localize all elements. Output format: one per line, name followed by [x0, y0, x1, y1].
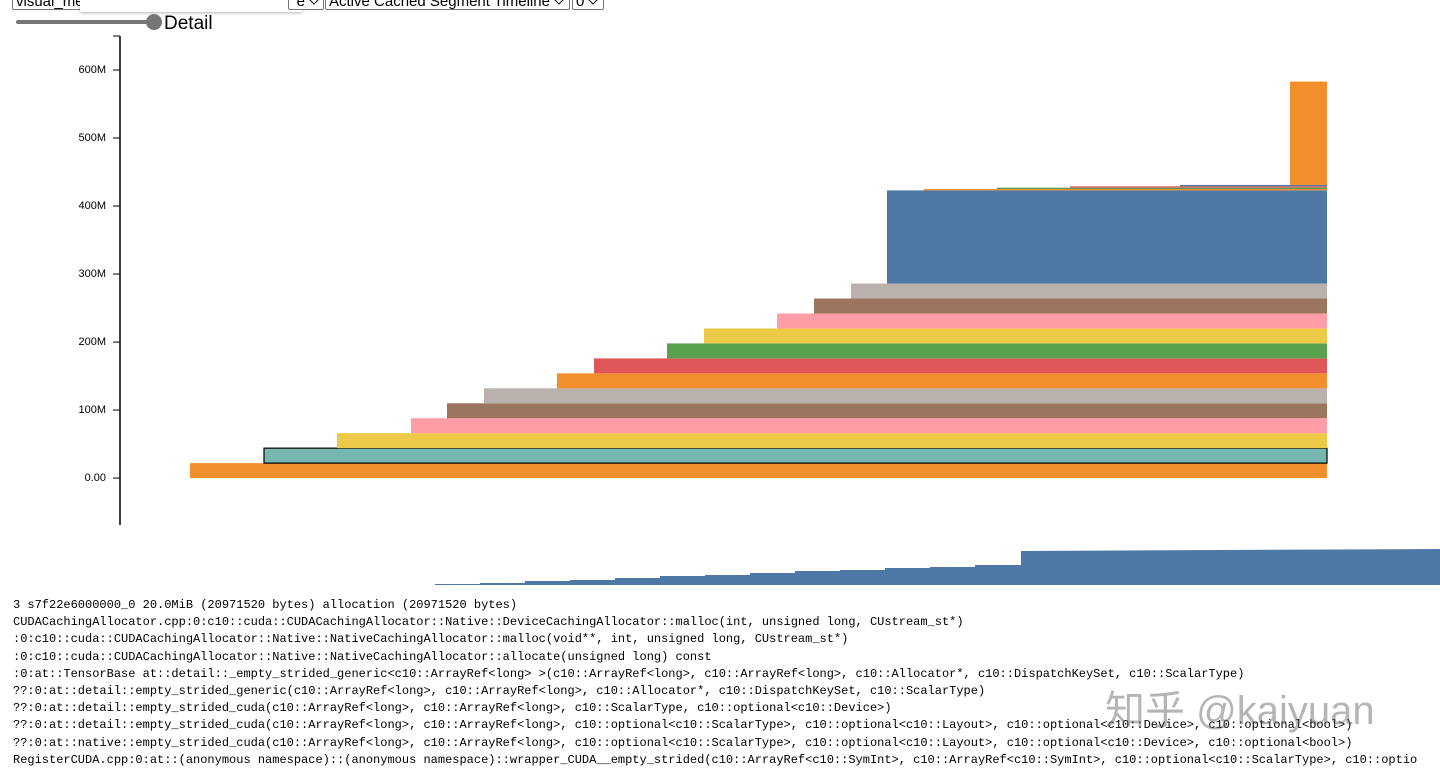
slider-label: Detail	[164, 13, 213, 34]
trace-line: CUDACachingAllocator.cpp:0:c10::cuda::CU…	[13, 615, 964, 630]
trace-line: :0:c10::cuda::CUDACachingAllocator::Nati…	[13, 632, 849, 647]
watermark: 知乎 @kaiyuan	[1105, 689, 1375, 733]
segment	[557, 373, 1327, 389]
stack-trace: 3 s7f22e6000000_0 20.0MiB (20971520 byte…	[13, 597, 1417, 768]
device-select[interactable]: 0	[572, 0, 604, 10]
segment	[851, 283, 1327, 299]
segment	[704, 328, 1327, 344]
segment	[667, 343, 1327, 359]
trace-line: ??:0:at::native::empty_strided_cuda(c10:…	[13, 735, 1353, 750]
segment	[411, 418, 1327, 434]
segment	[777, 313, 1327, 329]
trace-line: 3 s7f22e6000000_0 20.0MiB (20971520 byte…	[13, 598, 518, 612]
trace-line: :0:at::TensorBase at::detail::_empty_str…	[13, 666, 1245, 681]
segment	[337, 433, 1327, 449]
segment	[594, 358, 1327, 374]
trace-line: ??:0:at::detail::empty_strided_generic(c…	[13, 683, 986, 698]
y-tick-label: 400M	[78, 200, 106, 212]
view-text: Active Cached Segment Timeline	[329, 0, 550, 10]
trace-line: RegisterCUDA.cpp:0:at::(anonymous namesp…	[13, 752, 1418, 767]
segment	[887, 190, 1327, 284]
y-tick-label: 0.00	[85, 472, 106, 484]
y-tick-label: 100M	[78, 404, 106, 416]
view-select-suffix[interactable]: e	[288, 0, 324, 10]
segment	[190, 463, 1327, 479]
y-tick-label: 200M	[78, 336, 106, 348]
y-tick-label: 300M	[78, 268, 106, 280]
chart: 0.00 100M 200M 300M 400M 500M 600M	[78, 35, 1440, 585]
segment	[447, 403, 1327, 419]
segment	[1070, 186, 1327, 188]
trace-line: :0:c10::cuda::CUDACachingAllocator::Nati…	[13, 649, 712, 664]
trace-line: ??:0:at::detail::empty_strided_cuda(c10:…	[13, 701, 892, 716]
segment	[484, 388, 1327, 404]
y-tick-label: 600M	[78, 64, 106, 76]
device-text: 0	[576, 0, 585, 10]
trace-line: ??:0:at::detail::empty_strided_cuda(c10:…	[13, 718, 1353, 733]
segment	[814, 298, 1327, 314]
detail-slider[interactable]	[16, 14, 162, 30]
segment	[1290, 81, 1327, 185]
file-text: visual_me	[16, 0, 84, 10]
segment	[1180, 184, 1327, 187]
view-select[interactable]: Active Cached Segment Timeline	[325, 0, 570, 10]
y-tick-label: 500M	[78, 132, 106, 144]
overview-minimap	[435, 549, 1440, 585]
segment	[924, 189, 1327, 191]
view-suffix-text: e	[296, 0, 305, 10]
segment	[263, 447, 1328, 464]
segment	[997, 187, 1327, 190]
autocomplete-popup	[80, 0, 302, 12]
